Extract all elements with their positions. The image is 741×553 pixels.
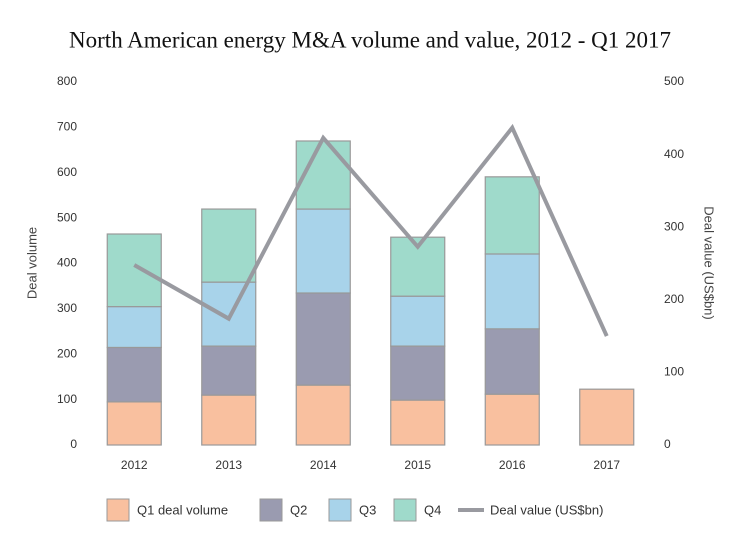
x-tick-label: 2013 xyxy=(215,458,242,472)
y2-tick-label: 0 xyxy=(664,437,671,451)
y-tick-label: 700 xyxy=(57,120,77,134)
bar-segment xyxy=(484,393,540,446)
x-tick-label: 2016 xyxy=(499,458,526,472)
line-series xyxy=(133,123,609,337)
bar-segment xyxy=(106,306,162,349)
bar-segment xyxy=(201,281,257,347)
bar-segment xyxy=(579,388,635,446)
y2-tick-label: 300 xyxy=(664,219,684,233)
bar-segment xyxy=(106,346,162,403)
y-tick-label: 600 xyxy=(57,165,77,179)
legend-label: Q1 deal volume xyxy=(137,502,228,517)
legend-swatch xyxy=(259,498,283,522)
y2-tick-label: 100 xyxy=(664,365,684,379)
legend-label: Q3 xyxy=(359,502,376,517)
x-tick-label: 2012 xyxy=(121,458,148,472)
bar-segment xyxy=(295,384,351,446)
y-axis-title: Deal volume xyxy=(24,227,39,299)
legend-swatch xyxy=(106,498,130,522)
chart-title: North American energy M&A volume and val… xyxy=(69,27,671,52)
bar-segment xyxy=(484,176,540,255)
y2-tick-label: 500 xyxy=(664,74,684,88)
y-tick-label: 800 xyxy=(57,74,77,88)
bar-segment xyxy=(201,208,257,283)
bar-segment xyxy=(295,292,351,386)
bar-segment xyxy=(390,345,446,401)
x-tick-label: 2017 xyxy=(593,458,620,472)
y2-tick-label: 200 xyxy=(664,292,684,306)
y-tick-label: 500 xyxy=(57,210,77,224)
legend-label: Deal value (US$bn) xyxy=(490,502,603,517)
legend-swatch xyxy=(328,498,352,522)
bar-segment xyxy=(201,394,257,446)
legend-swatch xyxy=(393,498,417,522)
bar-segment xyxy=(295,208,351,294)
legend-label: Q2 xyxy=(290,502,307,517)
bar-segment xyxy=(484,328,540,395)
bar-segment xyxy=(390,399,446,446)
y-tick-label: 400 xyxy=(57,256,77,270)
y-tick-label: 300 xyxy=(57,301,77,315)
bar-segment xyxy=(484,253,540,330)
bar-segment xyxy=(106,401,162,446)
bar-segment xyxy=(201,345,257,396)
bar-segment xyxy=(390,295,446,347)
y2-tick-label: 400 xyxy=(664,147,684,161)
bar-segment xyxy=(106,233,162,308)
x-tick-label: 2014 xyxy=(310,458,337,472)
y-tick-label: 200 xyxy=(57,346,77,360)
y2-axis-title: Deal value (US$bn) xyxy=(702,206,717,319)
y-tick-label: 100 xyxy=(57,392,77,406)
y-tick-label: 0 xyxy=(70,437,77,451)
x-tick-label: 2015 xyxy=(404,458,431,472)
legend-label: Q4 xyxy=(424,502,441,517)
